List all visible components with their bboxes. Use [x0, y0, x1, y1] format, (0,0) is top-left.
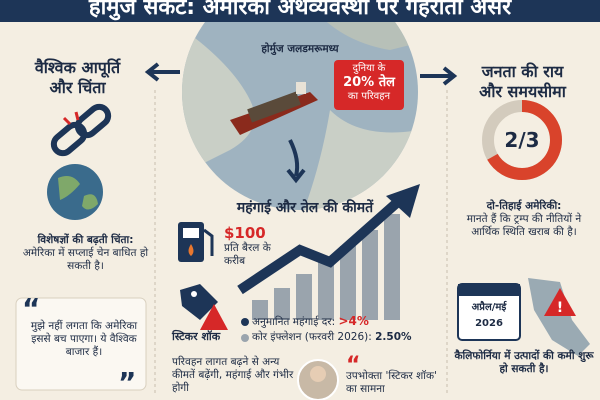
person-face	[310, 366, 326, 382]
callout-line: 20% तेल	[343, 75, 395, 90]
callout: दुनिया के 20% तेल का परिवहन	[334, 62, 404, 104]
bullet	[241, 334, 249, 342]
left-heading: वैश्विक आपूर्ति और चिंता	[5, 58, 150, 98]
bullet-value: 2.50%	[375, 331, 412, 343]
warning	[544, 288, 576, 316]
oil-price-note: प्रति बैरल के करीब	[224, 242, 271, 267]
callout-line: का परिवहन	[347, 91, 391, 102]
map-label: होर्मुज जलडमरूमध्य	[261, 43, 339, 55]
arrow-left	[144, 62, 180, 82]
transport-text: परिवहन लागत बढ़ने से अन्य कीमतें बढ़ेंगी…	[172, 356, 294, 394]
quote-mark: “	[346, 353, 360, 378]
quote-mark: “	[22, 292, 40, 325]
title-bar: होर्मुज संकट: अमेरिकी अर्थव्यवस्था पर गह…	[0, 0, 600, 22]
callout-box	[334, 60, 404, 110]
bullet-item: अनुमानित महंगाई दर: >4%	[252, 315, 369, 329]
heading-line: जनता की राय	[481, 62, 564, 81]
opinion-text: मानते हैं कि ट्रम्प की नीतियों ने आर्थिक…	[466, 213, 582, 238]
opinion: दो-तिहाई अमेरिकी: मानते हैं कि ट्रम्प की…	[452, 200, 596, 239]
shortage-text: कैलिफोर्निया में उत्पादों की कमी शुरू हो…	[454, 350, 594, 375]
fuel-pump	[178, 222, 214, 262]
calendar-top	[458, 284, 520, 296]
donut-arc	[482, 100, 562, 180]
globe	[47, 164, 103, 220]
right-heading: जनता की राय और समयसीमा	[450, 62, 595, 102]
sticker-label: स्टिकर शॉक	[172, 330, 221, 343]
opinion-title: दो-तिहाई अमेरिकी:	[486, 200, 562, 212]
center-heading: महंगाई और तेल की कीमतें	[236, 200, 374, 216]
bullet-value: >4%	[338, 314, 369, 328]
heading-line: और चिंता	[49, 78, 106, 97]
arrow-down	[286, 139, 306, 184]
chain-icon	[50, 103, 112, 157]
break-marks	[62, 111, 80, 126]
quote-mark: ”	[118, 366, 136, 399]
concern-text: अमेरिका में सप्लाई चेन बाधित हो सकती है।	[22, 247, 149, 272]
warning-mark: !	[557, 300, 563, 316]
heading-line: और समयसीमा	[479, 82, 566, 101]
arrow-right	[420, 66, 458, 86]
quote-box	[15, 297, 147, 391]
bullet-label: कोर इंफ्लेशन (फरवरी 2026):	[252, 331, 372, 343]
quote-text: मुझे नहीं लगता कि अमेरिका इससे बच पाएगा।…	[30, 320, 138, 358]
bullet-label: अनुमानित महंगाई दर:	[252, 316, 336, 328]
callout-line: दुनिया के	[352, 63, 386, 74]
heading-line: वैश्विक आपूर्ति	[34, 58, 121, 77]
tanker-ship	[230, 82, 318, 135]
title: होर्मुज संकट: अमेरिकी अर्थव्यवस्था पर गह…	[88, 0, 512, 20]
concern: विशेषज्ञों की बढ़ती चिंता: अमेरिका में स…	[18, 234, 153, 273]
oil-price: $100	[224, 224, 266, 242]
concern-title: विशेषज्ञों की बढ़ती चिंता:	[37, 234, 134, 246]
fraction: 2/3	[504, 128, 540, 152]
trend-arrowhead	[386, 184, 420, 218]
calendar-line: अप्रैल/मई	[471, 302, 507, 313]
calendar-line: 2026	[475, 318, 503, 329]
california	[528, 278, 590, 356]
calendar-text: अप्रैल/मई 2026	[458, 300, 520, 332]
trend-arrow	[237, 196, 404, 295]
consumer-text: उपभोक्ता 'स्टिकर शॉक' का सामना	[346, 370, 437, 395]
bullet	[241, 318, 249, 326]
price-tag	[180, 284, 228, 330]
globe-land	[58, 176, 98, 210]
bullet-item: कोर इंफ्लेशन (फरवरी 2026): 2.50%	[252, 331, 412, 344]
bar-graphic	[252, 214, 400, 320]
